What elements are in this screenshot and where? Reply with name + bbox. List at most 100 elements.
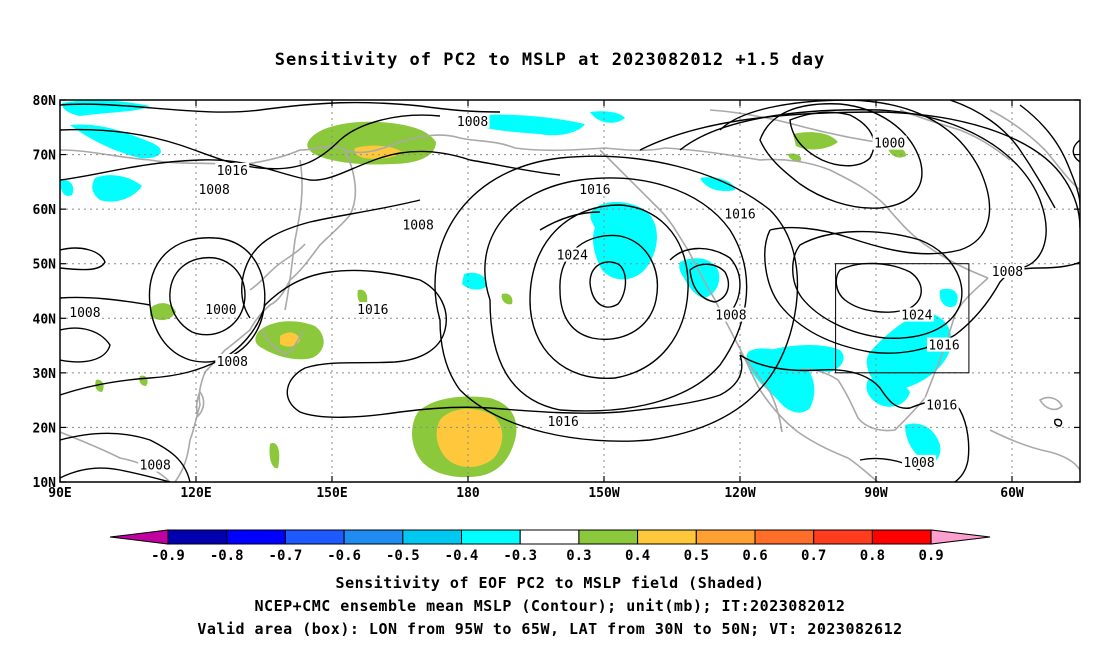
- lon-tick-label: 90W: [864, 486, 888, 501]
- lat-tick-label: 50N: [33, 258, 57, 273]
- map-frame: [59, 99, 1081, 483]
- contour-label: 1016: [217, 164, 248, 179]
- valid-area-box: [835, 263, 970, 374]
- coastline: [174, 149, 357, 482]
- contour-label-bg: [215, 353, 250, 368]
- shade-positive-region: [788, 153, 802, 162]
- shade-negative-region: [62, 100, 150, 116]
- contour-label: 1016: [579, 183, 610, 198]
- caption-line-2: NCEP+CMC ensemble mean MSLP (Contour); u…: [254, 597, 846, 615]
- isobar: [669, 247, 741, 316]
- contour-label-bg: [713, 307, 748, 322]
- shade-positive-region: [357, 289, 368, 306]
- colorbar-swatch: [578, 529, 639, 545]
- caption-line-1: Sensitivity of EOF PC2 to MSLP field (Sh…: [335, 574, 765, 592]
- coastline: [989, 429, 1080, 471]
- colorbar-swatch: [695, 529, 756, 545]
- map-title: Sensitivity of PC2 to MSLP at 2023082012…: [274, 50, 826, 70]
- shade-negative-region: [939, 288, 958, 308]
- colorbar-tick-label: 0.3: [566, 548, 591, 564]
- isobar: [60, 101, 501, 113]
- contour-label-bg: [872, 135, 907, 150]
- contour-label-bg: [401, 217, 436, 232]
- colorbar-high-arrow: [930, 529, 991, 545]
- contour-label-bg: [899, 307, 934, 322]
- colorbar-tick-label: -0.9: [151, 548, 185, 564]
- lon-tick-label: 180: [456, 486, 480, 501]
- colorbar-swatch: [754, 529, 815, 545]
- shade-negative-region: [679, 258, 720, 298]
- isobar: [739, 354, 970, 482]
- contour-label-bg: [546, 413, 581, 428]
- isobar: [469, 159, 561, 176]
- coastline: [709, 109, 891, 145]
- colorbar-low-arrow: [109, 529, 169, 545]
- lon-tick-label: 90E: [48, 486, 71, 501]
- lon-tick-label: 120E: [180, 486, 211, 501]
- isobar: [1054, 418, 1063, 427]
- isobar: [169, 256, 246, 336]
- contour-label-bg: [555, 247, 590, 262]
- isobar: [60, 247, 106, 271]
- shade-negative-region: [700, 177, 735, 192]
- shade-positive-region: [95, 379, 104, 392]
- isobar: [60, 432, 191, 482]
- contour-label-bg: [990, 263, 1025, 278]
- lat-tick-label: 20N: [33, 421, 57, 436]
- colorbar-swatch: [167, 529, 228, 545]
- colorbar-swatch: [343, 529, 404, 545]
- coastline: [261, 329, 303, 355]
- lat-tick-label: 70N: [33, 149, 57, 164]
- colorbar-tick-label: -0.8: [210, 548, 244, 564]
- contour-label: 1016: [724, 208, 755, 223]
- shade-negative-region: [60, 179, 74, 196]
- isobar: [484, 177, 748, 412]
- caption-line-3: Valid area (box): LON from 95W to 65W, L…: [197, 620, 903, 638]
- isobar: [759, 103, 923, 209]
- lon-tick-label: 60W: [1000, 486, 1024, 501]
- contour-labels: 1008 1016 1008 1008 1016 1016 1000 1024 1008 1000…: [67, 113, 1025, 474]
- contour-label-bg: [927, 337, 961, 352]
- contour-label-bg: [902, 454, 937, 469]
- contour-label-bg: [67, 304, 102, 319]
- coastline: [599, 149, 689, 251]
- shade-negative-region: [866, 312, 952, 390]
- coastline: [1038, 396, 1063, 411]
- colorbar-swatch: [226, 529, 286, 545]
- shade-negative-region: [905, 423, 941, 463]
- mslp-contours: [60, 100, 1080, 482]
- shade-positive-region: [501, 293, 513, 305]
- contour-label: 1008: [715, 309, 746, 324]
- colorbar-tick-label: -0.7: [269, 548, 303, 564]
- contour-label: 1016: [548, 415, 579, 430]
- colorbar-tick-label: -0.5: [386, 548, 420, 564]
- colorbar-tick-label: -0.3: [503, 548, 537, 564]
- shade-positive-region: [436, 408, 503, 467]
- isobar: [148, 237, 266, 363]
- isobar: [639, 111, 1080, 229]
- contour-label-bg: [924, 397, 959, 412]
- colorbar-swatch: [871, 529, 932, 545]
- contour-label-bg: [577, 182, 612, 197]
- shade-positive-region: [280, 332, 300, 347]
- colorbar-tick-label: -0.4: [445, 548, 479, 564]
- isobar: [559, 234, 658, 340]
- contour-label: 1000: [205, 303, 236, 318]
- isobar: [60, 304, 266, 396]
- isobar: [60, 296, 151, 306]
- coastline: [799, 368, 926, 432]
- coastline: [60, 134, 516, 166]
- lat-tick-label: 80N: [33, 94, 57, 109]
- contour-label: 1016: [357, 303, 388, 318]
- coastline: [899, 109, 1011, 161]
- coastline: [989, 109, 1080, 191]
- colorbar-tick-label: 0.7: [801, 548, 826, 564]
- contour-label-bg: [355, 302, 390, 317]
- isobar: [679, 109, 1047, 269]
- contour-label: 1008: [402, 219, 433, 234]
- colorbar-swatch: [637, 529, 697, 545]
- colorbar-swatch: [519, 529, 580, 545]
- contour-label: 1008: [457, 115, 488, 130]
- contour-label-bg: [455, 113, 490, 128]
